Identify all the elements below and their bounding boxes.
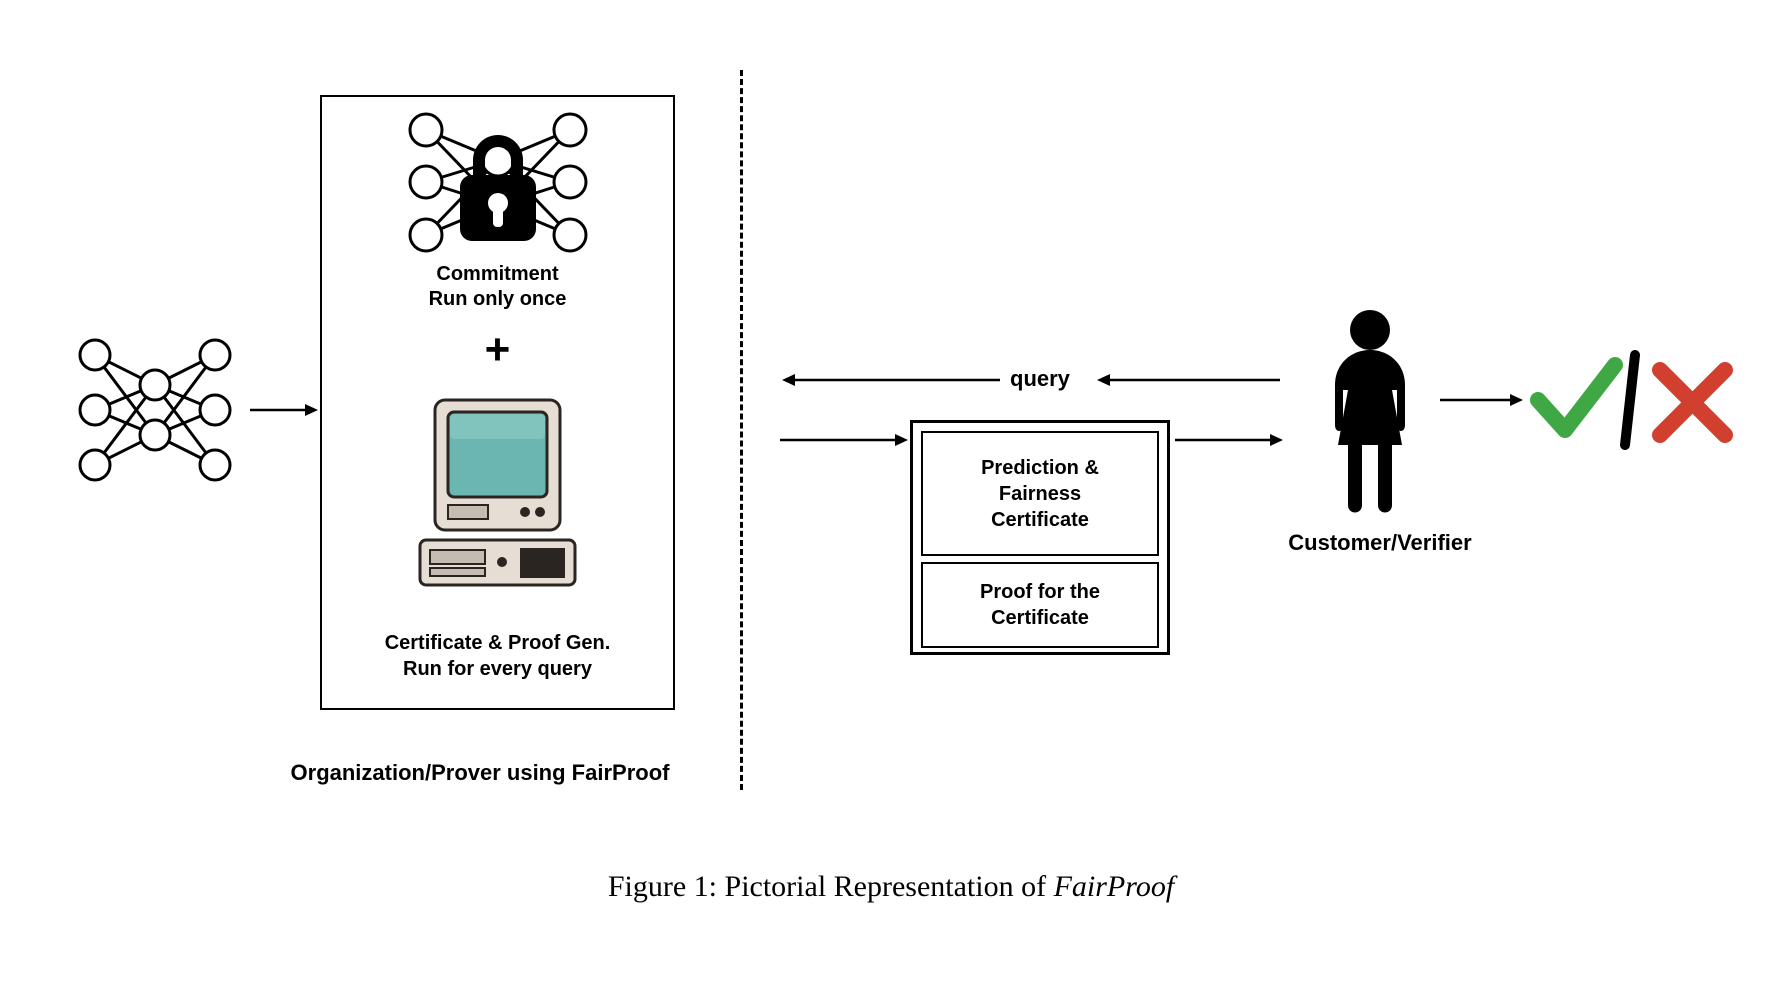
arrow-query-2 <box>1095 368 1280 392</box>
arrow-response-1 <box>780 428 910 452</box>
diagram-canvas: Commitment Run only once + Certificate &… <box>0 0 1782 988</box>
commitment-label: Commitment Run only once <box>320 262 675 312</box>
locked-neural-network-icon <box>398 105 598 260</box>
vertical-divider <box>740 70 743 790</box>
plus-icon: + <box>320 325 675 375</box>
certificate-box: Prediction & Fairness Certificate Proof … <box>910 420 1170 655</box>
prover-caption: Organization/Prover using FairProof <box>190 760 770 786</box>
arrow-query-1 <box>780 368 1000 392</box>
figure-caption: Figure 1: Pictorial Representation of Fa… <box>0 870 1782 904</box>
cert-bottom: Proof for the Certificate <box>921 562 1159 648</box>
cert-top: Prediction & Fairness Certificate <box>921 431 1159 556</box>
person-icon <box>1310 305 1430 515</box>
verifier-label: Customer/Verifier <box>1250 530 1510 556</box>
arrow-response-2 <box>1175 428 1285 452</box>
arrow-person-to-result <box>1440 388 1525 412</box>
result-check-cross-icon <box>1530 345 1740 455</box>
computer-icon <box>400 390 595 600</box>
arrow-nn-to-prover <box>250 398 320 422</box>
caption-prefix: Figure 1: Pictorial Representation of <box>608 870 1054 903</box>
certgen-label: Certificate & Proof Gen. Run for every q… <box>320 630 675 682</box>
query-label: query <box>1010 366 1070 392</box>
caption-italic: FairProof <box>1054 870 1175 903</box>
neural-network-icon <box>70 330 240 490</box>
